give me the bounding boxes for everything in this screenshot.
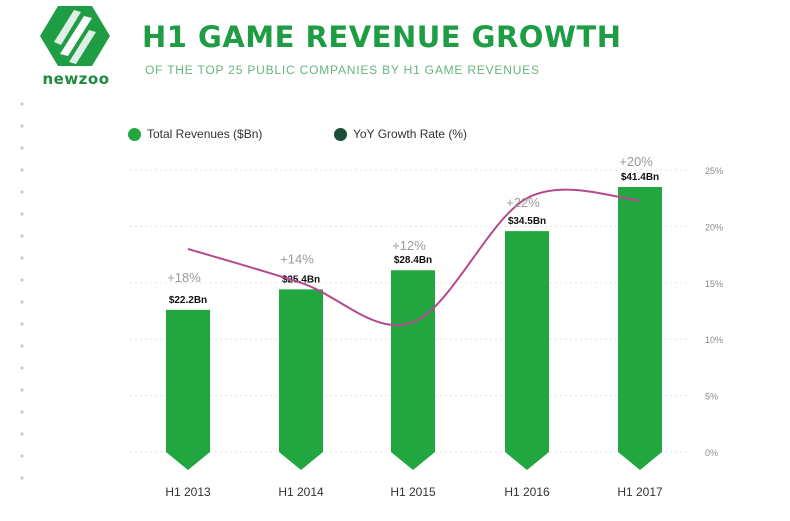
chart-title: H1 GAME REVENUE GROWTH xyxy=(142,20,622,54)
revenue-bar xyxy=(391,270,435,470)
right-axis-tick-label: 5% xyxy=(705,392,718,402)
x-axis-tick-label: H1 2013 xyxy=(165,485,211,499)
logo-wordmark: newzoo xyxy=(42,70,110,88)
revenue-data-label: $41.4Bn xyxy=(621,172,659,183)
x-axis-tick-label: H1 2014 xyxy=(278,485,324,499)
right-axis-tick-label: 25% xyxy=(705,166,723,176)
newzoo-logo-icon xyxy=(40,6,110,66)
x-axis-tick-label: H1 2016 xyxy=(504,485,550,499)
legend-label-revenues: Total Revenues ($Bn) xyxy=(147,127,263,141)
growth-data-label: +18% xyxy=(167,270,201,285)
decorative-dots xyxy=(20,102,24,480)
revenue-data-label: $28.4Bn xyxy=(394,255,432,266)
right-axis-tick-label: 10% xyxy=(705,335,723,345)
right-axis-tick-label: 20% xyxy=(705,222,723,232)
right-axis-tick-label: 15% xyxy=(705,279,723,289)
growth-data-label: +12% xyxy=(392,238,426,253)
revenue-bar xyxy=(166,309,210,470)
chart-subtitle: OF THE TOP 25 PUBLIC COMPANIES BY H1 GAM… xyxy=(145,63,540,77)
x-axis-tick-label: H1 2015 xyxy=(390,485,436,499)
legend-item-growth: YoY Growth Rate (%) xyxy=(334,127,467,141)
revenue-bar xyxy=(505,231,549,470)
revenue-data-label: $34.5Bn xyxy=(508,216,546,227)
legend-swatch-revenues xyxy=(128,127,141,141)
legend-swatch-growth xyxy=(334,127,347,141)
growth-data-label: +14% xyxy=(280,251,314,266)
revenue-data-label: $25.4Bn xyxy=(282,274,320,285)
growth-rate-line xyxy=(187,188,641,327)
legend-item-revenues: Total Revenues ($Bn) xyxy=(128,127,262,141)
revenue-bar xyxy=(279,289,323,470)
growth-data-label: +20% xyxy=(619,154,653,169)
legend-label-growth: YoY Growth Rate (%) xyxy=(353,127,468,141)
revenue-data-label: $22.2Bn xyxy=(169,295,207,306)
growth-data-label: +22% xyxy=(506,195,540,210)
right-axis-tick-label: 0% xyxy=(705,448,718,458)
x-axis-tick-label: H1 2017 xyxy=(617,485,663,499)
revenue-bar xyxy=(618,187,662,470)
